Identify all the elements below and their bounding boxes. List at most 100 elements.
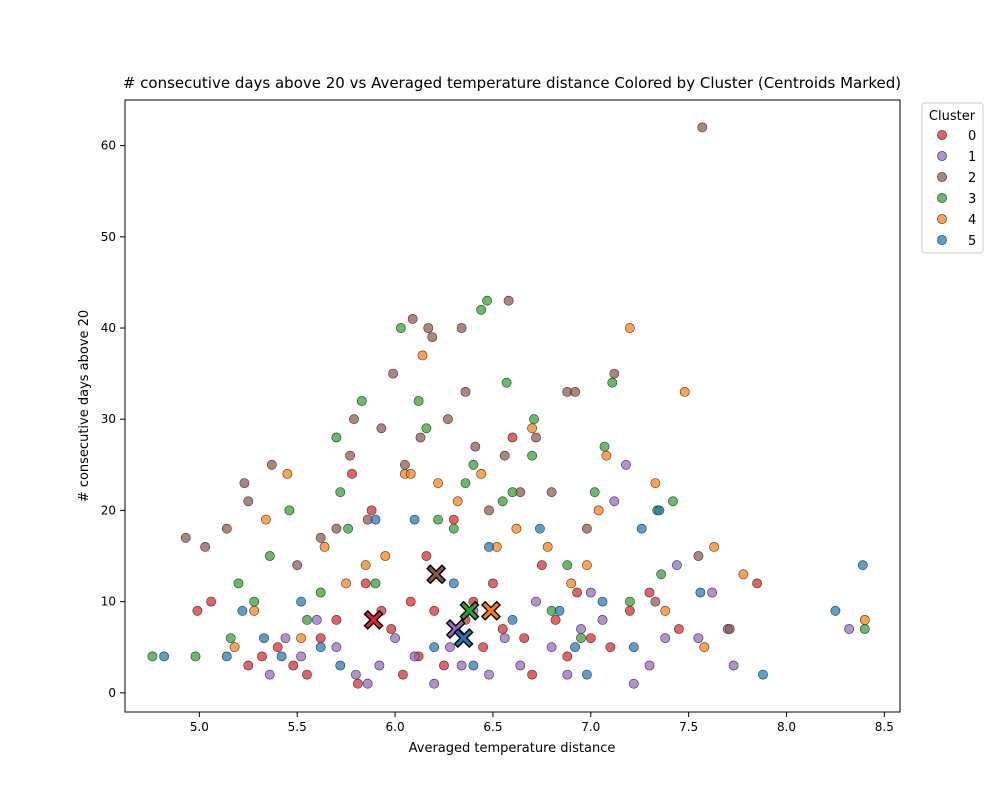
point-cluster-4 <box>679 386 690 397</box>
centroid-cluster-0 <box>363 609 384 630</box>
x-tick-label: 6.0 <box>386 720 405 734</box>
point-cluster-0 <box>487 578 498 589</box>
legend-box <box>921 102 984 254</box>
x-axis: 5.0 5.5 6.0 6.5 7.0 7.5 8.0 8.5 <box>190 712 894 734</box>
point-cluster-3 <box>607 377 618 388</box>
point-cluster-3 <box>576 633 586 643</box>
x-tick-label: 5.5 <box>288 720 307 734</box>
point-cluster-2 <box>546 487 557 498</box>
point-cluster-2 <box>531 432 541 443</box>
point-cluster-5 <box>758 669 768 680</box>
point-cluster-3 <box>433 514 443 525</box>
legend-marker-1 <box>937 151 947 161</box>
point-cluster-2 <box>415 432 426 443</box>
point-cluster-2 <box>349 414 359 425</box>
point-cluster-3 <box>599 441 610 452</box>
point-cluster-1 <box>562 669 573 680</box>
point-cluster-4 <box>405 468 416 479</box>
point-cluster-0 <box>206 596 216 607</box>
point-cluster-3 <box>356 396 367 406</box>
point-cluster-3 <box>529 414 539 425</box>
y-tick-label: 40 <box>101 321 116 335</box>
point-cluster-4 <box>601 450 612 461</box>
point-cluster-4 <box>319 542 330 552</box>
point-cluster-3 <box>284 505 295 516</box>
point-cluster-2 <box>456 323 467 333</box>
point-cluster-0 <box>537 560 547 571</box>
point-cluster-2 <box>221 523 232 534</box>
point-cluster-0 <box>315 633 326 643</box>
point-cluster-1 <box>350 669 361 680</box>
point-cluster-4 <box>433 478 443 488</box>
point-cluster-1 <box>296 651 306 662</box>
point-cluster-5 <box>654 505 665 516</box>
point-cluster-2 <box>331 523 342 534</box>
y-tick-label: 20 <box>101 503 116 517</box>
point-cluster-4 <box>260 514 271 525</box>
point-cluster-0 <box>429 605 440 616</box>
point-cluster-1 <box>331 642 342 653</box>
point-cluster-1 <box>409 651 420 662</box>
point-cluster-0 <box>605 642 616 653</box>
point-cluster-5 <box>570 642 580 653</box>
point-cluster-2 <box>427 332 438 342</box>
point-cluster-2 <box>292 560 303 571</box>
y-tick-label: 50 <box>101 230 116 244</box>
point-cluster-3 <box>264 551 275 561</box>
point-cluster-1 <box>390 633 400 643</box>
point-cluster-5 <box>507 615 518 625</box>
x-tick-label: 6.5 <box>483 720 502 734</box>
legend-marker-4 <box>937 214 947 224</box>
point-cluster-3 <box>589 487 600 498</box>
point-cluster-0 <box>257 651 267 662</box>
point-cluster-2 <box>180 532 191 543</box>
point-cluster-4 <box>566 578 577 589</box>
point-cluster-3 <box>343 523 353 534</box>
point-cluster-2 <box>503 295 514 306</box>
point-cluster-5 <box>159 651 169 662</box>
point-cluster-1 <box>844 624 854 634</box>
point-cluster-5 <box>448 578 459 589</box>
point-cluster-3 <box>859 624 870 634</box>
point-cluster-1 <box>672 560 682 571</box>
point-cluster-3 <box>468 459 479 470</box>
point-cluster-3 <box>625 596 635 607</box>
point-cluster-3 <box>507 487 518 498</box>
points-layer <box>147 122 870 689</box>
point-cluster-3 <box>331 432 342 443</box>
y-axis: 0 10 20 30 40 50 60 <box>101 139 125 700</box>
point-cluster-3 <box>482 295 492 306</box>
legend-marker-0 <box>937 130 947 140</box>
point-cluster-2 <box>376 423 387 434</box>
point-cluster-0 <box>192 605 203 616</box>
point-cluster-0 <box>386 624 397 634</box>
point-cluster-0 <box>644 587 655 598</box>
point-cluster-3 <box>497 496 508 507</box>
point-cluster-1 <box>531 596 541 607</box>
point-cluster-0 <box>352 678 363 689</box>
point-cluster-4 <box>542 542 553 552</box>
point-cluster-0 <box>405 596 416 607</box>
point-cluster-3 <box>225 633 236 643</box>
point-cluster-0 <box>625 605 635 616</box>
point-cluster-5 <box>259 633 269 643</box>
point-cluster-5 <box>582 669 592 680</box>
point-cluster-5 <box>830 605 841 616</box>
legend-items: 0 1 2 3 4 5 <box>937 129 976 249</box>
point-cluster-2 <box>200 542 211 552</box>
legend-label-5: 5 <box>968 234 976 249</box>
centroid-cluster-4 <box>480 600 501 621</box>
point-cluster-0 <box>674 624 684 634</box>
point-cluster-2 <box>243 496 254 507</box>
point-cluster-2 <box>442 414 453 425</box>
point-cluster-5 <box>484 542 494 552</box>
point-cluster-2 <box>388 368 398 379</box>
point-cluster-2 <box>407 313 418 324</box>
point-cluster-0 <box>302 669 312 680</box>
point-cluster-4 <box>650 478 661 488</box>
point-cluster-1 <box>362 678 373 689</box>
point-cluster-5 <box>429 642 440 653</box>
x-tick-label: 5.0 <box>190 720 209 734</box>
point-cluster-2 <box>724 624 735 634</box>
